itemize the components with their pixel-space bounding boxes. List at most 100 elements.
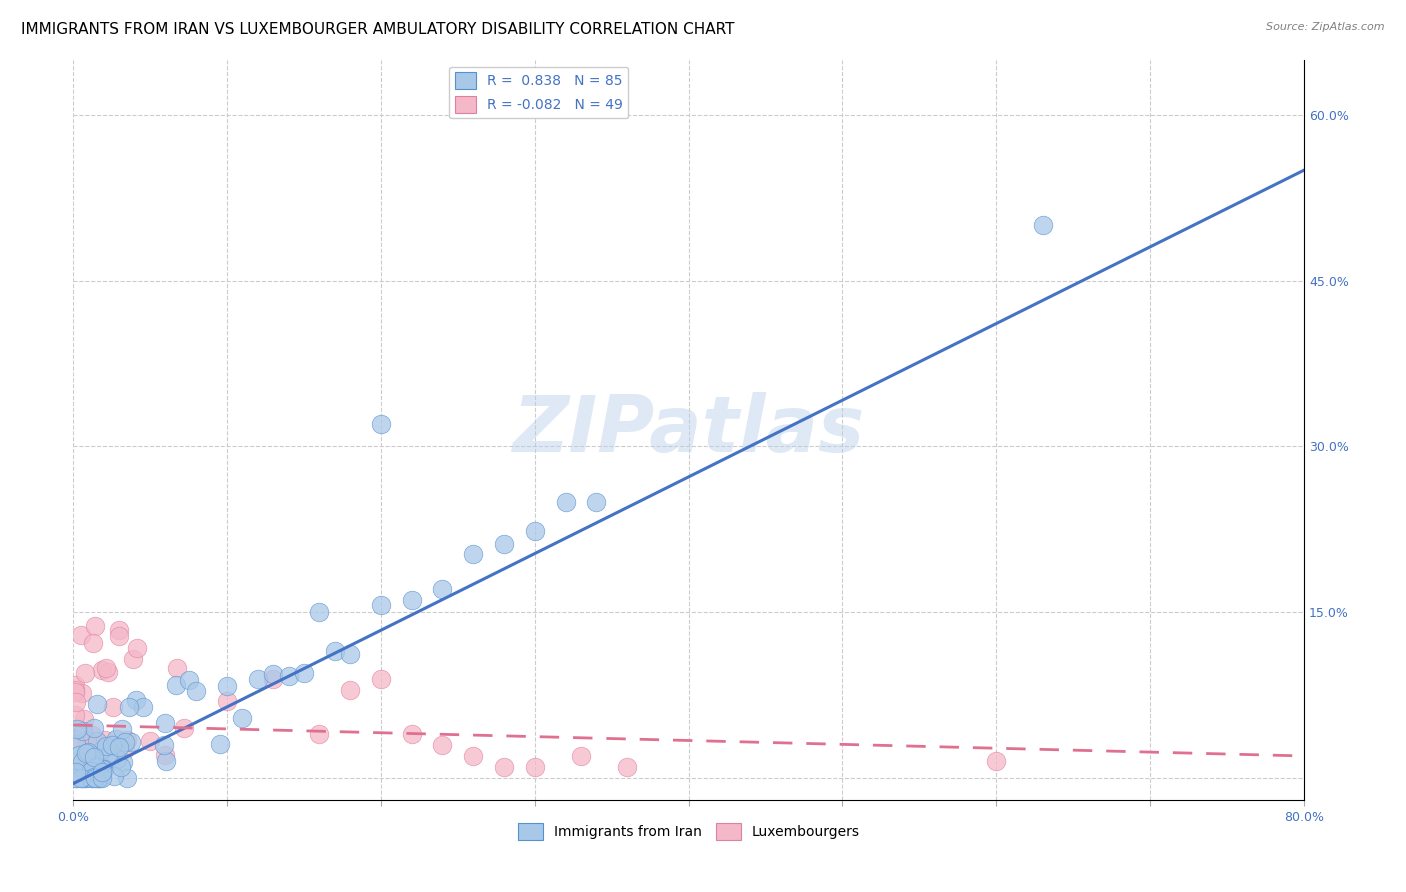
Point (63, 756, 86, 770)
Point (155, 754, 177, 768)
Point (73, 665, 96, 680)
Point (91, 664, 114, 678)
Point (84, 618, 107, 632)
Point (108, 624, 131, 638)
Point (83, 771, 105, 785)
Point (94, 739, 117, 754)
Point (75, 771, 97, 785)
Point (339, 682, 361, 697)
Point (308, 605, 330, 619)
Point (231, 711, 253, 725)
Point (80, 771, 103, 785)
Legend: Immigrants from Iran, Luxembourgers: Immigrants from Iran, Luxembourgers (512, 817, 865, 845)
Point (72, 686, 94, 700)
Point (292, 666, 315, 681)
Point (104, 731, 127, 746)
Point (65, 695, 87, 709)
Point (80, 767, 103, 781)
Point (80, 764, 103, 778)
Point (94, 733, 117, 747)
Point (63, 677, 86, 691)
Point (401, 593, 423, 607)
Point (463, 547, 485, 561)
Point (93, 760, 115, 774)
Point (65, 765, 87, 780)
Point (63, 731, 86, 746)
Point (86, 734, 108, 748)
Point (139, 734, 162, 748)
Point (65, 685, 87, 699)
Point (108, 629, 131, 643)
Point (65, 737, 87, 751)
Point (523, 760, 546, 774)
Point (90, 762, 112, 776)
Point (84, 764, 107, 778)
Point (432, 738, 454, 752)
Point (308, 727, 330, 741)
Point (370, 417, 392, 432)
Text: ZIPatlas: ZIPatlas (513, 392, 865, 468)
Point (69, 771, 91, 785)
Point (585, 494, 607, 508)
Point (246, 672, 269, 686)
Point (339, 647, 361, 661)
Text: Source: ZipAtlas.com: Source: ZipAtlas.com (1267, 22, 1385, 32)
Point (83, 749, 105, 764)
Point (370, 672, 392, 686)
Point (75, 749, 97, 764)
Point (986, 755, 1008, 769)
Point (492, 760, 515, 774)
Point (120, 735, 142, 749)
Point (86, 697, 108, 711)
Point (110, 760, 132, 774)
Point (91, 742, 114, 756)
Point (208, 737, 231, 751)
Point (166, 661, 188, 675)
Point (87, 771, 110, 785)
Point (76, 733, 98, 747)
Point (370, 598, 392, 612)
Point (186, 684, 208, 698)
Point (153, 747, 176, 762)
Point (122, 651, 145, 665)
Point (554, 495, 576, 509)
Point (177, 673, 200, 688)
Point (262, 667, 284, 681)
Point (432, 582, 454, 596)
Point (215, 679, 238, 693)
Point (114, 741, 136, 756)
Point (83, 770, 105, 784)
Point (115, 732, 138, 747)
Point (277, 669, 299, 683)
Point (108, 739, 131, 754)
Point (79, 764, 101, 779)
Point (153, 739, 176, 753)
Point (73, 712, 96, 726)
Point (63, 683, 86, 698)
Point (104, 748, 127, 763)
Point (89, 771, 111, 785)
Point (86, 760, 108, 774)
Point (72, 724, 94, 739)
Point (215, 694, 238, 708)
Point (89, 771, 111, 785)
Point (165, 678, 187, 692)
Point (125, 641, 148, 656)
Point (86, 771, 108, 785)
Point (155, 715, 177, 730)
Point (262, 672, 284, 686)
Point (76, 761, 98, 775)
Point (569, 749, 592, 764)
Point (69, 628, 91, 642)
Point (105, 752, 128, 766)
Point (114, 734, 136, 748)
Point (463, 749, 485, 764)
Point (125, 692, 148, 706)
Point (70, 755, 93, 769)
Point (76, 745, 98, 759)
Point (173, 721, 195, 735)
Point (323, 644, 346, 658)
Point (94, 661, 117, 675)
Point (83, 721, 105, 735)
Point (63, 708, 86, 723)
